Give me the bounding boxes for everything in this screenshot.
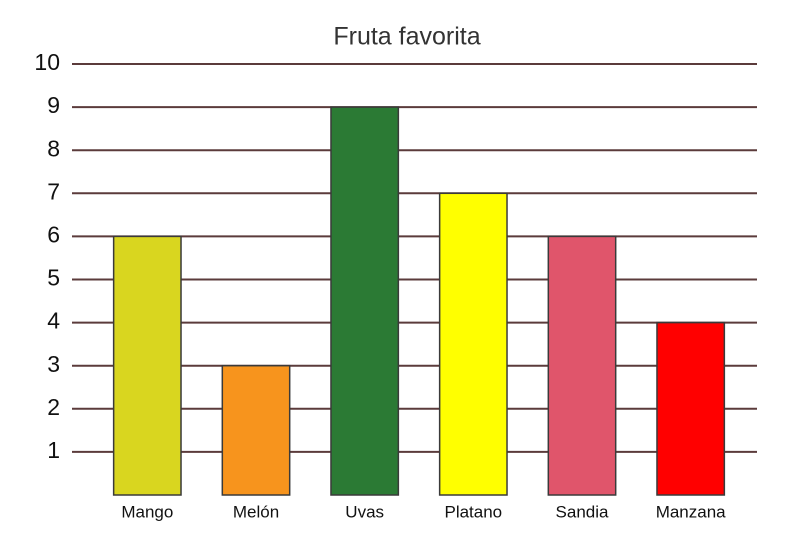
- y-tick-label: 8: [47, 135, 60, 161]
- x-tick-label: Sandia: [556, 502, 609, 521]
- y-tick-label: 6: [47, 221, 60, 247]
- bar: [221, 364, 291, 496]
- y-tick-label: 1: [47, 437, 60, 463]
- bar: [438, 192, 508, 496]
- x-tick-label: Platano: [444, 502, 502, 521]
- y-tick-label: 4: [47, 308, 60, 334]
- bar: [656, 321, 726, 496]
- x-tick-label: Mango: [121, 502, 173, 521]
- x-tick-label: Manzana: [656, 502, 726, 521]
- y-tick-label: 7: [47, 178, 60, 204]
- x-tick-label: Uvas: [345, 502, 384, 521]
- y-tick-label: 9: [47, 92, 60, 118]
- x-tick-label: Melón: [233, 502, 279, 521]
- y-tick-label: 2: [47, 394, 60, 420]
- y-tick-label: 3: [47, 351, 60, 377]
- bar: [547, 235, 617, 496]
- chart-title: Fruta favorita: [333, 23, 480, 51]
- y-tick-label: 10: [34, 49, 60, 75]
- bar: [112, 235, 182, 496]
- bar: [330, 106, 400, 496]
- y-tick-label: 5: [47, 265, 60, 291]
